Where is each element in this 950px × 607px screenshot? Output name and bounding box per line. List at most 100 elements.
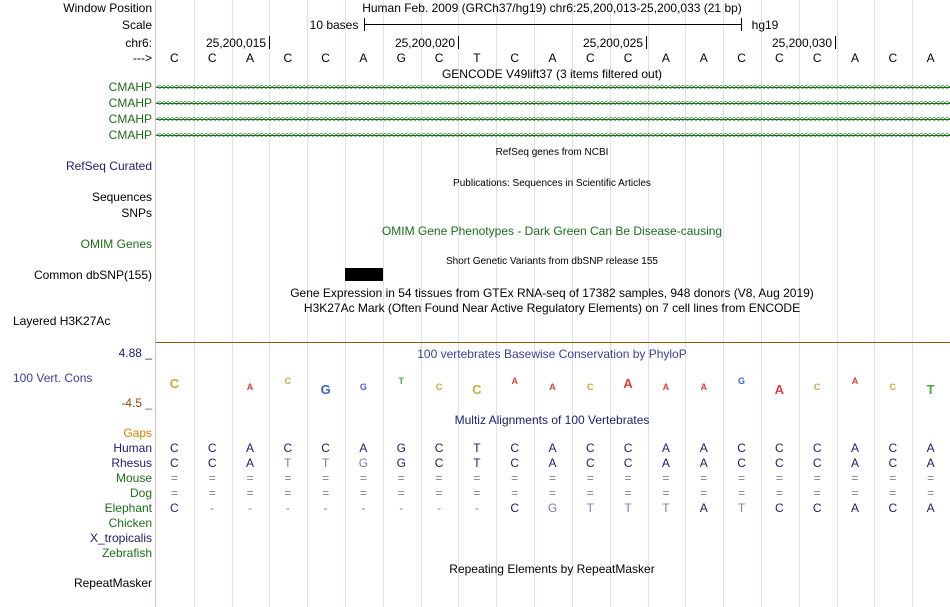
cons-track-label[interactable]: 100 Vert. Cons — [13, 371, 93, 385]
aligned-base: - — [285, 501, 290, 515]
base-letter: T — [473, 51, 481, 65]
grid-line — [912, 0, 914, 607]
h3k27ac-track-label[interactable]: Layered H3K27Ac — [13, 314, 111, 328]
strand-arrows: <<<<<<<<<<<<<<<<<<<<<<<<<<<<<<<<<<<<<<<<… — [156, 98, 950, 108]
snp-item[interactable] — [345, 268, 383, 281]
grid-line — [836, 0, 838, 607]
gene-cmahp-line[interactable] — [156, 87, 950, 88]
phylop-logo-letter: C — [472, 382, 482, 397]
grid-line — [269, 0, 271, 607]
position-tick — [269, 36, 270, 49]
scale-bar-label: 10 bases — [309, 18, 359, 32]
multiz-track-title[interactable]: Multiz Alignments of 100 Vertebrates — [454, 413, 650, 427]
base-letter: C — [812, 51, 822, 65]
browser-title: Human Feb. 2009 (GRCh37/hg19) chr6:25,20… — [362, 1, 742, 15]
dbsnp-track-title[interactable]: Short Genetic Variants from dbSNP releas… — [446, 256, 658, 267]
aligned-base: C — [812, 501, 822, 515]
aligned-base: C — [585, 456, 595, 470]
aligned-base: = — [359, 486, 367, 500]
species-label-mouse[interactable]: Mouse — [115, 471, 152, 485]
grid-line — [382, 0, 384, 607]
aligned-base: T — [284, 456, 292, 470]
base-letter: C — [623, 51, 633, 65]
aligned-base: = — [738, 471, 746, 485]
aligned-base: = — [738, 486, 746, 500]
species-label-zebrafish[interactable]: Zebrafish — [101, 546, 152, 560]
h3k27ac-track-title[interactable]: H3K27Ac Mark (Often Found Near Active Re… — [303, 301, 801, 315]
gene-label-cmahp[interactable]: CMAHP — [108, 112, 152, 126]
base-letter: C — [775, 51, 784, 65]
position-label: 25,200,015 — [205, 36, 266, 50]
snps-track-label[interactable]: SNPs — [121, 206, 152, 220]
aligned-base: = — [851, 471, 859, 485]
grid-line — [458, 0, 460, 607]
base-letter: C — [737, 51, 746, 65]
species-label-elephant[interactable]: Elephant — [104, 501, 152, 515]
sequences-track-label[interactable]: Sequences — [91, 190, 152, 204]
gtex-track-title[interactable]: Gene Expression in 54 tissues from GTEx … — [290, 286, 814, 300]
aligned-base: T — [473, 456, 481, 470]
aligned-base: C — [812, 456, 822, 470]
aligned-base: = — [700, 486, 708, 500]
gene-cmahp-line[interactable] — [156, 119, 950, 120]
aligned-base: C — [207, 456, 217, 470]
phylop-logo-letter: T — [926, 382, 935, 397]
grid-line — [307, 0, 309, 607]
gaps-label[interactable]: Gaps — [123, 426, 152, 440]
aligned-base: T — [321, 456, 330, 470]
aligned-base: C — [434, 441, 444, 455]
phylop-track-title[interactable]: 100 vertebrates Basewise Conservation by… — [417, 347, 687, 361]
aligned-base: - — [437, 501, 442, 515]
grid-line — [647, 0, 649, 607]
refseq-track-label[interactable]: RefSeq Curated — [65, 159, 152, 173]
species-label-dog[interactable]: Dog — [129, 486, 152, 500]
aligned-base: A — [850, 501, 859, 515]
grid-line — [420, 0, 422, 607]
aligned-base: A — [548, 456, 557, 470]
aligned-base: A — [246, 456, 255, 470]
aligned-base: = — [246, 471, 254, 485]
repeatmasker-track-label[interactable]: RepeatMasker — [73, 576, 152, 590]
gencode-track-title[interactable]: GENCODE V49lift37 (3 items filtered out) — [441, 67, 663, 81]
repeatmasker-track-title[interactable]: Repeating Elements by RepeatMasker — [449, 562, 655, 576]
h3k27ac-signal-line — [156, 342, 950, 343]
phylop-logo-letter: A — [549, 382, 556, 392]
gene-cmahp-line[interactable] — [156, 103, 950, 104]
base-letter: A — [359, 51, 368, 65]
gene-label-cmahp[interactable]: CMAHP — [108, 80, 152, 94]
aligned-base: = — [775, 471, 783, 485]
aligned-base: - — [361, 501, 366, 515]
grid-line — [760, 0, 762, 607]
grid-line — [345, 0, 347, 607]
gene-label-cmahp[interactable]: CMAHP — [108, 96, 152, 110]
window-position-label: Window Position — [63, 1, 152, 15]
phylop-logo-letter: A — [511, 376, 518, 386]
base-letter: A — [926, 51, 935, 65]
aligned-base: = — [662, 471, 670, 485]
aligned-base: = — [624, 486, 632, 500]
grid-line — [496, 0, 498, 607]
phylop-logo-letter: C — [284, 376, 292, 386]
aligned-base: = — [927, 486, 935, 500]
species-label-rhesus[interactable]: Rhesus — [111, 456, 152, 470]
species-label-chicken[interactable]: Chicken — [108, 516, 152, 530]
refseq-track-title[interactable]: RefSeq genes from NCBI — [495, 147, 609, 158]
gene-cmahp-line[interactable] — [156, 135, 950, 136]
browser-image-panel[interactable]: Human Feb. 2009 (GRCh37/hg19) chr6:25,20… — [156, 0, 950, 607]
aligned-base: - — [210, 501, 215, 515]
aligned-base: G — [396, 441, 406, 455]
aligned-base: = — [473, 486, 481, 500]
publications-track-title[interactable]: Publications: Sequences in Scientific Ar… — [453, 178, 651, 189]
aligned-base: C — [623, 456, 633, 470]
base-letter: A — [548, 51, 557, 65]
phylop-logo-letter: C — [889, 382, 897, 392]
omim-track-label[interactable]: OMIM Genes — [80, 237, 152, 251]
dbsnp-track-label[interactable]: Common dbSNP(155) — [33, 268, 152, 282]
gene-label-cmahp[interactable]: CMAHP — [108, 128, 152, 142]
species-label-human[interactable]: Human — [113, 441, 152, 455]
species-label-xtropicalis[interactable]: X_tropicalis — [89, 531, 152, 545]
omim-track-title[interactable]: OMIM Gene Phenotypes - Dark Green Can Be… — [381, 224, 723, 238]
phylop-logo-letter: A — [246, 382, 254, 392]
